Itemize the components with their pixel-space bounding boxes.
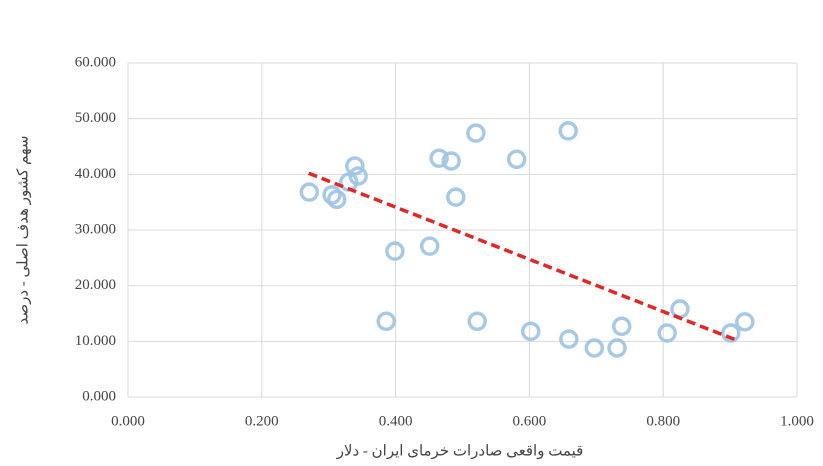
scatter-point: [429, 148, 449, 168]
scatter-point: [558, 121, 578, 141]
y-tick-label: 10.000: [75, 333, 116, 349]
x-tick-label: 0.200: [245, 413, 279, 429]
y-tick-label: 20.000: [75, 277, 116, 293]
scatter-point: [299, 182, 320, 202]
scatter-point: [520, 321, 541, 342]
scatter-point: [446, 187, 466, 207]
x-tick-label: 1.000: [780, 413, 814, 429]
x-axis-title: قیمت واقعی صادرات خرمای ایران - دلار: [336, 443, 584, 459]
y-axis-title: سهم کشور هدف اصلی - درصد: [15, 136, 31, 325]
scatter-point: [326, 189, 347, 210]
x-tick-label: 0.400: [379, 413, 413, 429]
scatter-point: [385, 241, 405, 261]
y-tick-label: 0.000: [82, 388, 116, 404]
scatter-point: [466, 123, 486, 143]
scatter-point: [721, 323, 741, 343]
scatter-point: [345, 156, 365, 176]
y-tick-label: 40.000: [75, 166, 116, 182]
scatter-point: [584, 338, 605, 358]
scatter-point: [419, 236, 440, 256]
scatter-point: [467, 311, 487, 332]
scatter-point: [607, 338, 627, 358]
scatter-point: [506, 149, 527, 170]
scatter-point: [376, 311, 396, 332]
scatter-point: [441, 151, 461, 171]
x-tick-label: 0.800: [646, 413, 680, 429]
scatter-point: [322, 185, 342, 205]
scatter-point: [657, 323, 677, 343]
scatter-point: [559, 329, 579, 349]
scatter-point: [735, 312, 755, 332]
trend-line: [307, 171, 738, 342]
y-tick-label: 30.000: [75, 221, 116, 237]
y-tick-label: 60.000: [75, 54, 116, 70]
y-tick-label: 50.000: [75, 110, 116, 126]
x-tick-label: 0.600: [513, 413, 547, 429]
x-tick-label: 0.000: [111, 413, 145, 429]
scatter-point: [611, 316, 632, 337]
